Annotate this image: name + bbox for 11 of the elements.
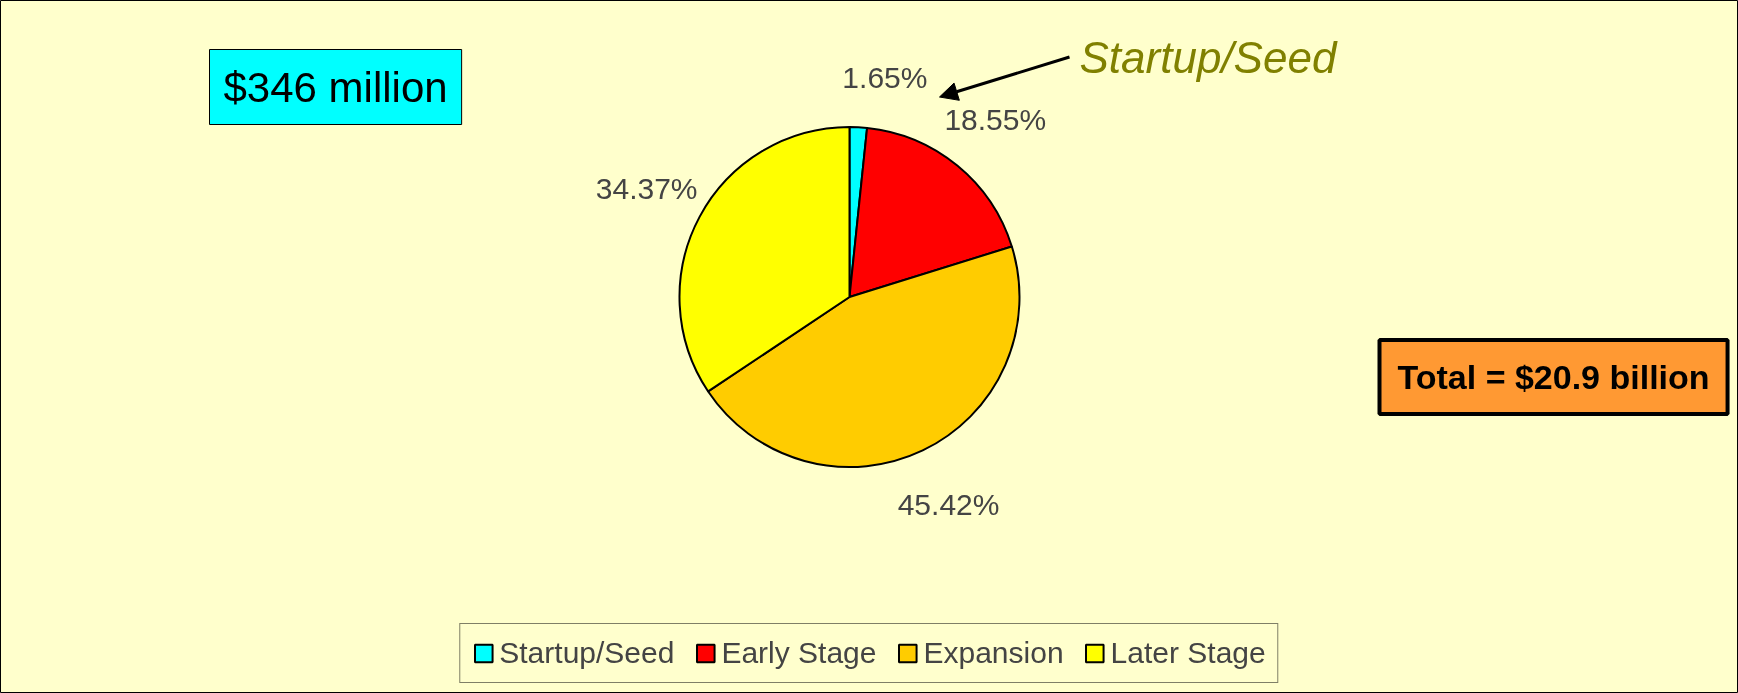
text: $346 million xyxy=(223,63,448,111)
text: Total = $20.9 billion xyxy=(1397,358,1710,396)
data-label: 1.65% xyxy=(842,60,928,94)
legend-label: Later Stage xyxy=(1110,636,1266,670)
data-label: 34.37% xyxy=(595,172,698,206)
data-label: 18.55% xyxy=(944,102,1047,136)
legend-label: Startup/Seed xyxy=(499,636,675,670)
legend-label: Early Stage xyxy=(721,636,877,670)
legend-label: Expansion xyxy=(923,636,1064,670)
data-label: 45.42% xyxy=(897,488,1000,522)
text: Startup/Seed xyxy=(1079,32,1338,82)
